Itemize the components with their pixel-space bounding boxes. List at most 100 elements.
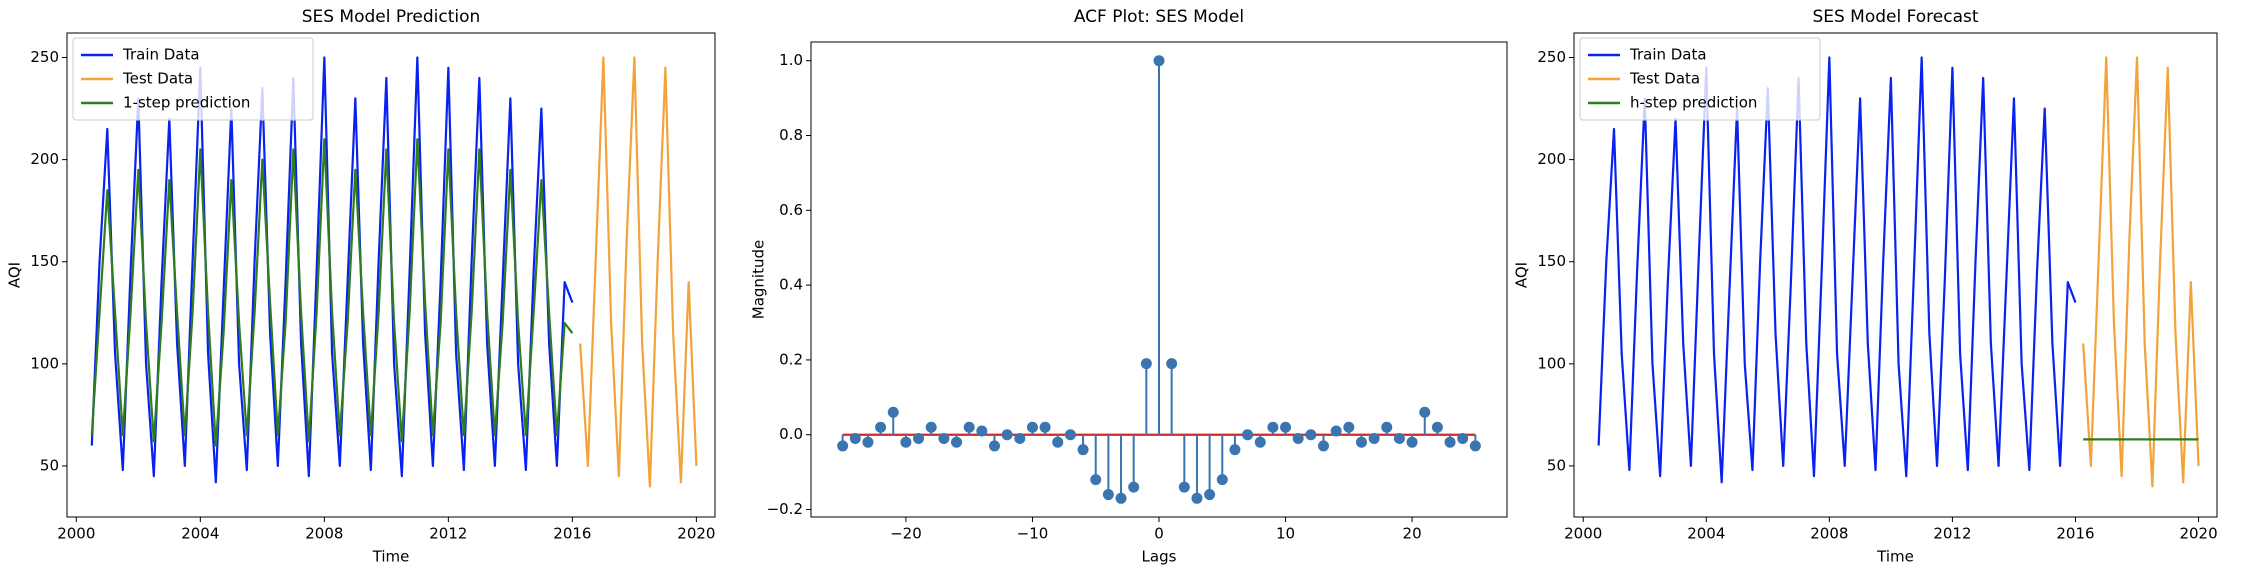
stem-marker — [887, 406, 899, 418]
legend-label: 1-step prediction — [123, 94, 250, 112]
stem-marker — [1001, 429, 1013, 441]
x-tick-label: 2000 — [1564, 525, 1602, 543]
series-line — [2082, 56, 2200, 488]
x-tick-label: 20 — [1403, 525, 1422, 543]
stem-marker — [1090, 474, 1102, 486]
legend-label: h-step prediction — [1630, 94, 1757, 112]
x-tick-label: 0 — [1154, 525, 1164, 543]
x-tick-label: 2012 — [1933, 525, 1971, 543]
series-line — [90, 56, 574, 484]
stem-marker — [963, 421, 975, 433]
legend-label: Train Data — [122, 46, 200, 64]
y-tick-label: 50 — [40, 456, 59, 474]
stem-marker — [1457, 432, 1469, 444]
y-tick-label: 1.0 — [779, 51, 803, 69]
x-tick-label: 2004 — [181, 525, 219, 543]
stem-marker — [1128, 481, 1140, 493]
y-axis-label: AQI — [1513, 262, 1531, 288]
series-line — [1597, 56, 2077, 484]
stem-marker — [1064, 429, 1076, 441]
plot-area — [90, 56, 698, 488]
stem-marker — [1254, 436, 1266, 448]
y-tick-label: 100 — [1537, 354, 1566, 372]
stem-marker — [900, 436, 912, 448]
x-tick-label: 10 — [1276, 525, 1295, 543]
stem-marker — [1039, 421, 1051, 433]
x-tick-label: −10 — [1017, 525, 1049, 543]
subplot: SES Model Prediction Time AQI 2000 2004 2008 2… — [6, 7, 716, 566]
axes-frame — [810, 41, 1508, 518]
x-tick-label: 2020 — [2179, 525, 2217, 543]
stem-marker — [1280, 421, 1292, 433]
stem-marker — [1166, 358, 1178, 370]
stem-marker — [1318, 440, 1330, 452]
y-tick-label: 200 — [30, 150, 59, 168]
x-tick-label: 2012 — [429, 525, 467, 543]
legend: Train Data Test Data h-step prediction — [1579, 37, 1821, 121]
series-line — [579, 56, 698, 488]
stem-marker — [1393, 432, 1405, 444]
y-axis-label: Magnitude — [750, 240, 768, 319]
axes-frame — [1573, 32, 2218, 518]
stem-marker — [1026, 421, 1038, 433]
chart-title: SES Model Prediction — [302, 7, 481, 27]
x-tick-label: 2008 — [305, 525, 343, 543]
stem-marker — [913, 432, 925, 444]
stem-marker — [1216, 474, 1228, 486]
y-tick-label: 0.6 — [779, 201, 803, 219]
x-tick-label: −20 — [890, 525, 922, 543]
subplot: ACF Plot: SES Model Lags Magnitude −20 −10 0 1… — [750, 7, 1508, 566]
y-tick-label: 150 — [1537, 252, 1566, 270]
stem-marker — [1140, 358, 1152, 370]
y-tick-label: 0.2 — [779, 350, 803, 368]
stem-marker — [1381, 421, 1393, 433]
y-tick-label: 50 — [1547, 456, 1566, 474]
stem-marker — [951, 436, 963, 448]
stem-marker — [1115, 492, 1127, 504]
legend-label: Train Data — [1629, 46, 1707, 64]
stem-marker — [849, 432, 861, 444]
chart-title: SES Model Forecast — [1812, 7, 1978, 27]
plot-area — [837, 55, 1481, 504]
x-tick-label: 2020 — [677, 525, 715, 543]
stem-marker — [837, 440, 849, 452]
stem-marker — [976, 425, 988, 437]
stem-marker — [1368, 432, 1380, 444]
stem-marker — [1431, 421, 1443, 433]
stem-marker — [1204, 489, 1216, 501]
stem-marker — [1014, 432, 1026, 444]
plot-area — [1597, 56, 2200, 488]
y-tick-label: 150 — [30, 252, 59, 270]
legend-label: Test Data — [1629, 70, 1700, 88]
stem-marker — [925, 421, 937, 433]
x-tick-label: 2004 — [1687, 525, 1725, 543]
stem-marker — [1077, 444, 1089, 456]
x-axis-label: Time — [1876, 548, 1914, 566]
stem-marker — [1444, 436, 1456, 448]
stem-marker — [1178, 481, 1190, 493]
stem-marker — [1419, 406, 1431, 418]
legend-box — [1579, 37, 1821, 121]
y-tick-label: 250 — [1537, 48, 1566, 66]
y-tick-label: 0.8 — [779, 126, 803, 144]
stem-marker — [875, 421, 887, 433]
y-tick-label: 200 — [1537, 150, 1566, 168]
stem-marker — [1305, 429, 1317, 441]
stem-marker — [1343, 421, 1355, 433]
subplot: SES Model Forecast Time AQI 2000 2004 2008 201… — [1513, 7, 2218, 566]
stem-marker — [1355, 436, 1367, 448]
stem-marker — [1102, 489, 1114, 501]
stem-marker — [1229, 444, 1241, 456]
series-line — [90, 138, 574, 447]
axes-frame — [66, 32, 716, 518]
y-tick-label: 0.0 — [779, 425, 803, 443]
stem-marker — [1406, 436, 1418, 448]
legend-label: Test Data — [122, 70, 193, 88]
x-tick-label: 2016 — [553, 525, 591, 543]
stem-marker — [1052, 436, 1064, 448]
chart-title: ACF Plot: SES Model — [1074, 7, 1244, 27]
stem-marker — [1153, 55, 1165, 67]
y-tick-label: −0.2 — [767, 500, 803, 518]
